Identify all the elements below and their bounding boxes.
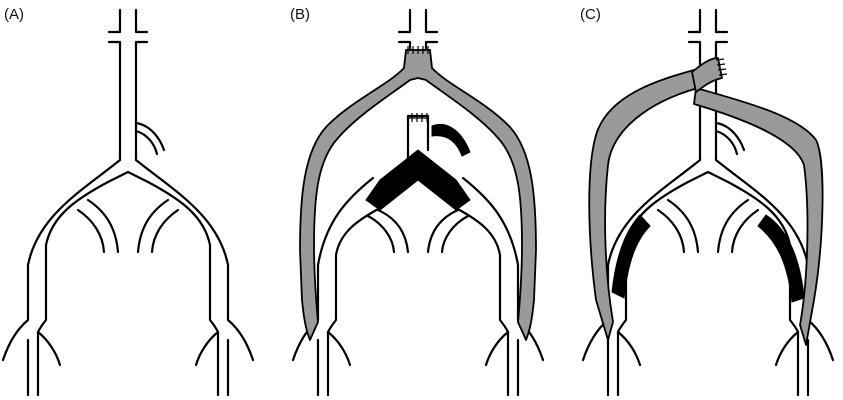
- occluded-aortic-bifurcation: [365, 149, 471, 211]
- aortobifemoral-graft: [299, 49, 537, 341]
- occluded-left-iliac: [611, 214, 651, 299]
- native-vessels-b: [291, 8, 545, 397]
- panel-a-label: (A): [4, 6, 24, 23]
- occluded-right-iliac: [757, 214, 805, 303]
- proximal-anastomosis-suture: [405, 46, 431, 54]
- panel-a: (A): [1, 6, 255, 397]
- panel-b-label: (B): [290, 6, 310, 23]
- panel-c-label: (C): [580, 6, 601, 23]
- graft-limb-right: [693, 87, 824, 346]
- graft-limb-left: [588, 69, 699, 341]
- native-vessels-a: [1, 8, 255, 397]
- occluded-renal-stub: [431, 124, 471, 157]
- proximal-anastomosis-suture-c: [715, 57, 728, 79]
- panel-c: (C): [580, 6, 835, 397]
- stump-suture: [408, 113, 428, 122]
- panel-b: (B): [290, 6, 545, 397]
- graft-body: [691, 57, 723, 93]
